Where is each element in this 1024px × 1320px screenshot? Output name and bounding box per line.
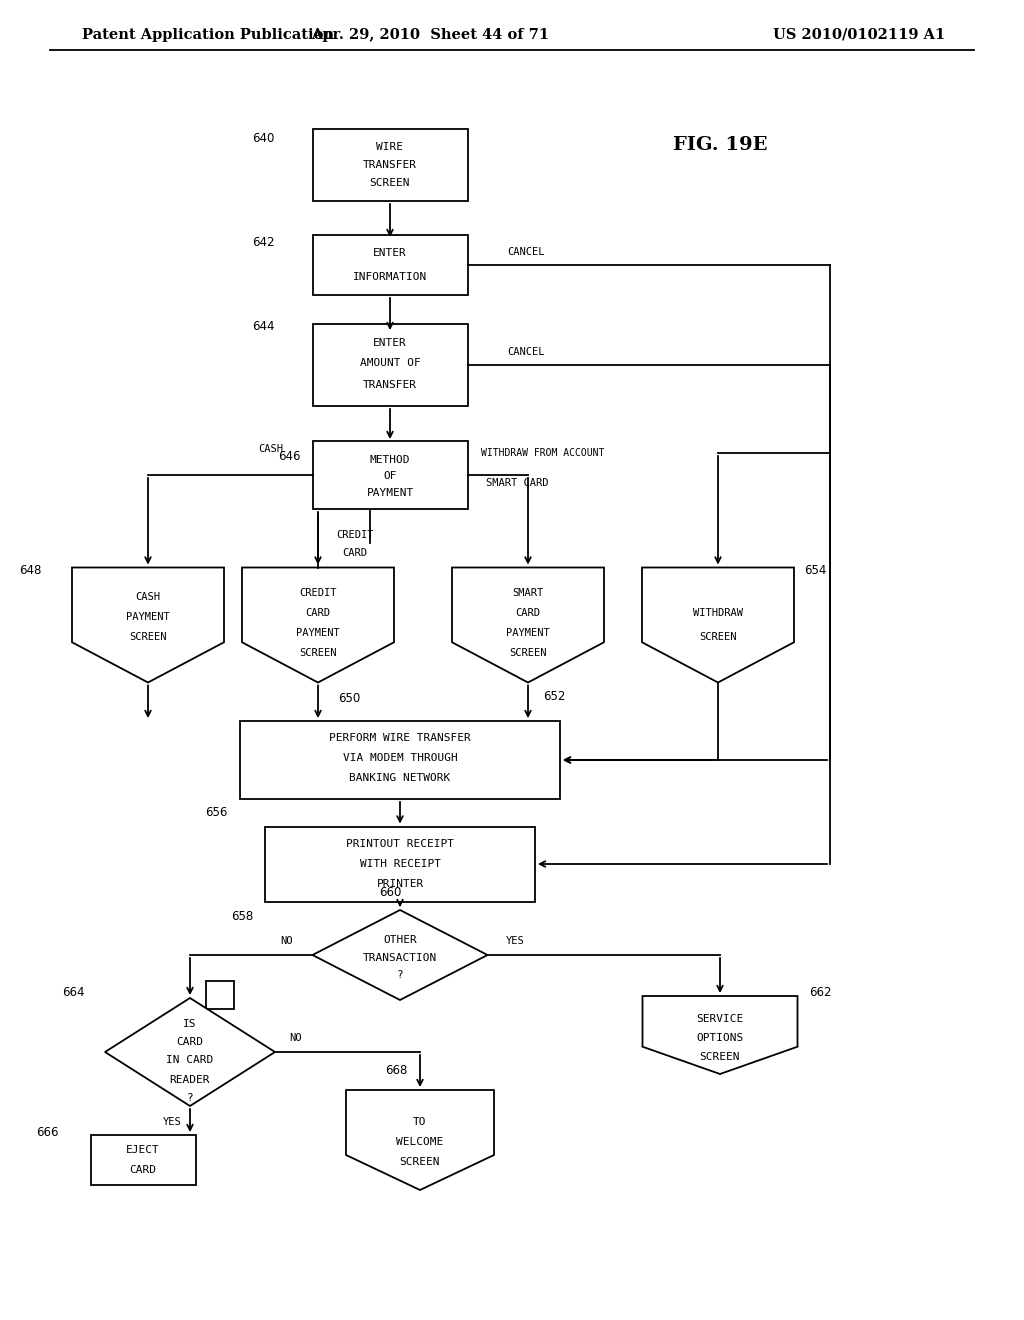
Text: PERFORM WIRE TRANSFER: PERFORM WIRE TRANSFER xyxy=(329,733,471,743)
Text: VIA MODEM THROUGH: VIA MODEM THROUGH xyxy=(343,752,458,763)
Text: SERVICE: SERVICE xyxy=(696,1014,743,1024)
Text: OTHER: OTHER xyxy=(383,935,417,945)
Text: CARD: CARD xyxy=(515,609,541,618)
Text: TO: TO xyxy=(414,1117,427,1127)
Text: NO: NO xyxy=(289,1034,301,1043)
Text: Patent Application Publication: Patent Application Publication xyxy=(82,28,334,42)
Text: TRANSFER: TRANSFER xyxy=(362,380,417,389)
Text: YES: YES xyxy=(163,1117,182,1127)
Text: OPTIONS: OPTIONS xyxy=(696,1034,743,1043)
Text: NO: NO xyxy=(280,936,293,946)
Text: WITHDRAW FROM ACCOUNT: WITHDRAW FROM ACCOUNT xyxy=(481,447,604,458)
Text: CREDIT: CREDIT xyxy=(299,587,337,598)
Text: CASH: CASH xyxy=(258,444,283,454)
Text: METHOD: METHOD xyxy=(370,455,411,465)
Bar xyxy=(206,981,234,1008)
Polygon shape xyxy=(642,997,798,1074)
Text: ENTER: ENTER xyxy=(373,338,407,348)
Bar xyxy=(312,323,468,407)
Text: SCREEN: SCREEN xyxy=(129,632,167,642)
Text: IS: IS xyxy=(183,1019,197,1030)
Text: SCREEN: SCREEN xyxy=(399,1158,440,1167)
Text: 648: 648 xyxy=(19,564,42,577)
Text: PAYMENT: PAYMENT xyxy=(296,628,340,638)
Text: ?: ? xyxy=(186,1093,194,1104)
Text: OF: OF xyxy=(383,471,396,480)
Text: IN CARD: IN CARD xyxy=(166,1055,214,1065)
Text: SCREEN: SCREEN xyxy=(299,648,337,657)
Bar xyxy=(312,129,468,201)
Text: PAYMENT: PAYMENT xyxy=(126,612,170,622)
Text: TRANSFER: TRANSFER xyxy=(362,160,417,170)
Text: WITHDRAW: WITHDRAW xyxy=(693,609,743,618)
Text: 668: 668 xyxy=(386,1064,408,1077)
Text: 654: 654 xyxy=(804,564,826,577)
Text: BANKING NETWORK: BANKING NETWORK xyxy=(349,774,451,783)
Text: CASH: CASH xyxy=(135,591,161,602)
Text: US 2010/0102119 A1: US 2010/0102119 A1 xyxy=(773,28,945,42)
Text: SCREEN: SCREEN xyxy=(509,648,547,657)
Text: 646: 646 xyxy=(278,450,300,463)
Text: CANCEL: CANCEL xyxy=(507,247,544,257)
Text: CARD: CARD xyxy=(176,1038,204,1047)
Text: PAYMENT: PAYMENT xyxy=(367,488,414,498)
Text: INFORMATION: INFORMATION xyxy=(353,272,427,282)
Text: CARD: CARD xyxy=(342,548,368,558)
Text: TRANSACTION: TRANSACTION xyxy=(362,953,437,964)
Text: PRINTER: PRINTER xyxy=(377,879,424,888)
Text: YES: YES xyxy=(506,936,525,946)
Text: 666: 666 xyxy=(36,1126,58,1138)
Text: 658: 658 xyxy=(230,909,253,923)
Polygon shape xyxy=(452,568,604,682)
Text: SCREEN: SCREEN xyxy=(699,1052,740,1063)
Text: CARD: CARD xyxy=(129,1166,157,1175)
Text: 656: 656 xyxy=(206,805,228,818)
Text: WELCOME: WELCOME xyxy=(396,1137,443,1147)
Text: SMART CARD: SMART CARD xyxy=(486,478,549,488)
Polygon shape xyxy=(312,909,487,1001)
Text: SCREEN: SCREEN xyxy=(699,632,736,642)
Text: EJECT: EJECT xyxy=(126,1144,160,1155)
Text: 644: 644 xyxy=(252,321,274,334)
Bar xyxy=(90,1135,196,1185)
Text: SCREEN: SCREEN xyxy=(370,178,411,187)
Text: 642: 642 xyxy=(252,236,274,249)
Text: FIG. 19E: FIG. 19E xyxy=(673,136,767,154)
Text: ?: ? xyxy=(396,970,403,979)
Text: WIRE: WIRE xyxy=(377,143,403,152)
Polygon shape xyxy=(346,1090,494,1191)
Bar xyxy=(312,441,468,510)
Text: PRINTOUT RECEIPT: PRINTOUT RECEIPT xyxy=(346,840,454,849)
Text: CANCEL: CANCEL xyxy=(507,347,544,356)
Bar xyxy=(312,235,468,294)
Text: Apr. 29, 2010  Sheet 44 of 71: Apr. 29, 2010 Sheet 44 of 71 xyxy=(311,28,549,42)
Text: SMART: SMART xyxy=(512,587,544,598)
Text: AMOUNT OF: AMOUNT OF xyxy=(359,358,421,368)
Text: CARD: CARD xyxy=(305,609,331,618)
Text: 664: 664 xyxy=(62,986,85,998)
Text: 660: 660 xyxy=(379,887,401,899)
Text: 640: 640 xyxy=(252,132,274,145)
Bar xyxy=(265,826,535,902)
Polygon shape xyxy=(642,568,794,682)
Bar xyxy=(240,721,560,799)
Polygon shape xyxy=(72,568,224,682)
Text: 662: 662 xyxy=(810,986,831,999)
Text: ENTER: ENTER xyxy=(373,248,407,257)
Polygon shape xyxy=(105,998,275,1106)
Text: READER: READER xyxy=(170,1074,210,1085)
Text: PAYMENT: PAYMENT xyxy=(506,628,550,638)
Text: CREDIT: CREDIT xyxy=(336,531,374,540)
Text: WITH RECEIPT: WITH RECEIPT xyxy=(359,859,440,869)
Polygon shape xyxy=(242,568,394,682)
Text: 652: 652 xyxy=(543,690,565,704)
Text: 650: 650 xyxy=(338,692,360,705)
